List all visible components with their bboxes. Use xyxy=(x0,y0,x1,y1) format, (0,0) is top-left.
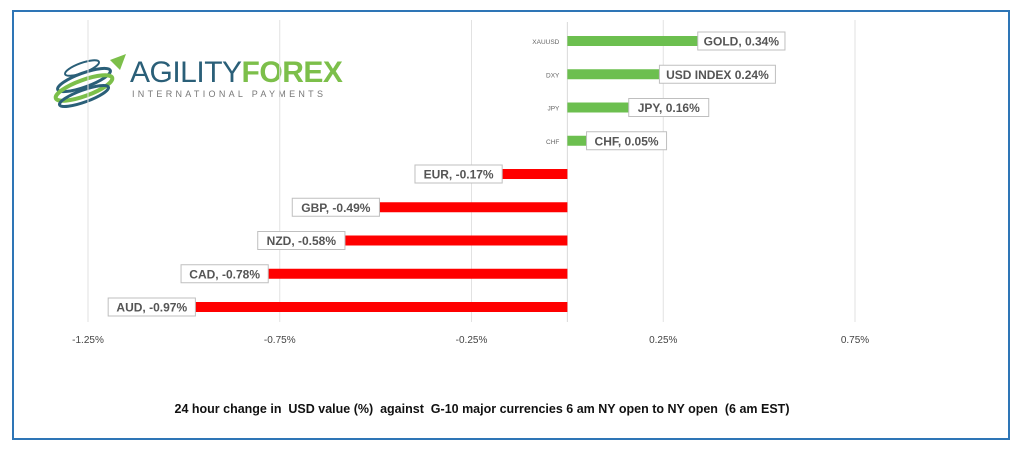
data-label-box xyxy=(658,64,776,84)
chart-frame xyxy=(12,10,1010,440)
data-label-box xyxy=(291,197,380,217)
data-label: JPY, 0.16% xyxy=(638,101,700,115)
bar-gbp xyxy=(379,202,568,213)
data-label: USD INDEX 0.24% xyxy=(666,68,769,82)
data-label-box xyxy=(107,297,196,317)
data-label-box xyxy=(628,98,710,117)
bar-dxy xyxy=(567,69,660,80)
bar-nzd xyxy=(344,235,568,246)
data-label: CAD, -0.78% xyxy=(189,267,260,281)
bar-aud xyxy=(195,302,568,312)
bar-chf xyxy=(567,135,587,146)
data-label: GBP, -0.49% xyxy=(301,201,370,215)
category-label: CHF xyxy=(546,139,559,146)
bar-xauusd xyxy=(567,36,698,46)
category-label: DXY xyxy=(546,72,560,79)
data-label: NZD, -0.58% xyxy=(267,234,337,248)
x-tick-label: 0.25% xyxy=(649,335,677,346)
data-label: AUD, -0.97% xyxy=(116,301,187,315)
data-label-box xyxy=(180,264,269,284)
data-label-box xyxy=(586,131,668,151)
logo-wordmark: AGILITYFOREX xyxy=(130,56,343,89)
bar-eur xyxy=(502,169,568,179)
data-label-box xyxy=(697,31,786,51)
logo-tagline: INTERNATIONAL PAYMENTS xyxy=(132,89,327,99)
category-label: XAUUSD xyxy=(532,39,559,46)
bar-jpy xyxy=(567,102,629,113)
data-label-box xyxy=(257,231,346,250)
bar-cad xyxy=(268,268,568,279)
data-label-box xyxy=(414,164,503,184)
x-tick-label: -0.25% xyxy=(456,335,488,346)
data-label: GOLD, 0.34% xyxy=(704,35,780,49)
chart-caption: 24 hour change in USD value (%) against … xyxy=(174,402,790,416)
agility-forex-logo: AGILITYFOREX INTERNATIONAL PAYMENTS xyxy=(48,42,343,112)
category-label: JPY xyxy=(547,106,560,113)
x-tick-label: -0.75% xyxy=(264,335,296,346)
x-tick-label: -1.25% xyxy=(72,335,104,346)
data-label: CHF, 0.05% xyxy=(595,134,659,148)
data-label: EUR, -0.17% xyxy=(424,168,494,182)
globe-arrow-icon xyxy=(53,54,126,109)
x-tick-label: 0.75% xyxy=(841,335,869,346)
